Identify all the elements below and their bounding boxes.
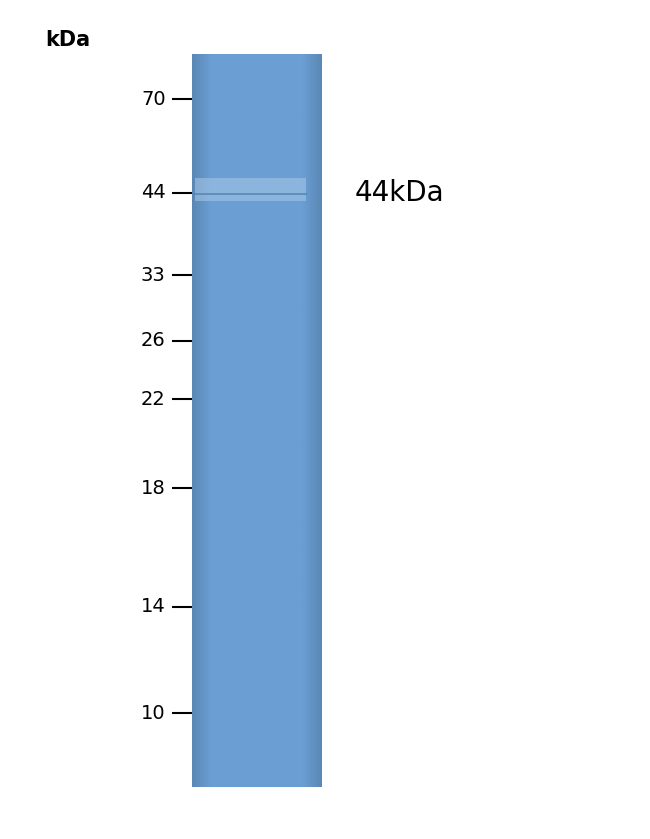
Text: 33: 33 bbox=[141, 266, 166, 284]
Text: 22: 22 bbox=[141, 390, 166, 409]
Text: 70: 70 bbox=[141, 90, 166, 108]
Text: 44kDa: 44kDa bbox=[354, 179, 444, 207]
Text: 10: 10 bbox=[141, 704, 166, 722]
Text: kDa: kDa bbox=[46, 30, 91, 50]
Bar bbox=[195, 178, 306, 201]
Text: 44: 44 bbox=[141, 184, 166, 202]
Text: 18: 18 bbox=[141, 479, 166, 498]
Text: 14: 14 bbox=[141, 597, 166, 616]
Text: 26: 26 bbox=[141, 331, 166, 350]
